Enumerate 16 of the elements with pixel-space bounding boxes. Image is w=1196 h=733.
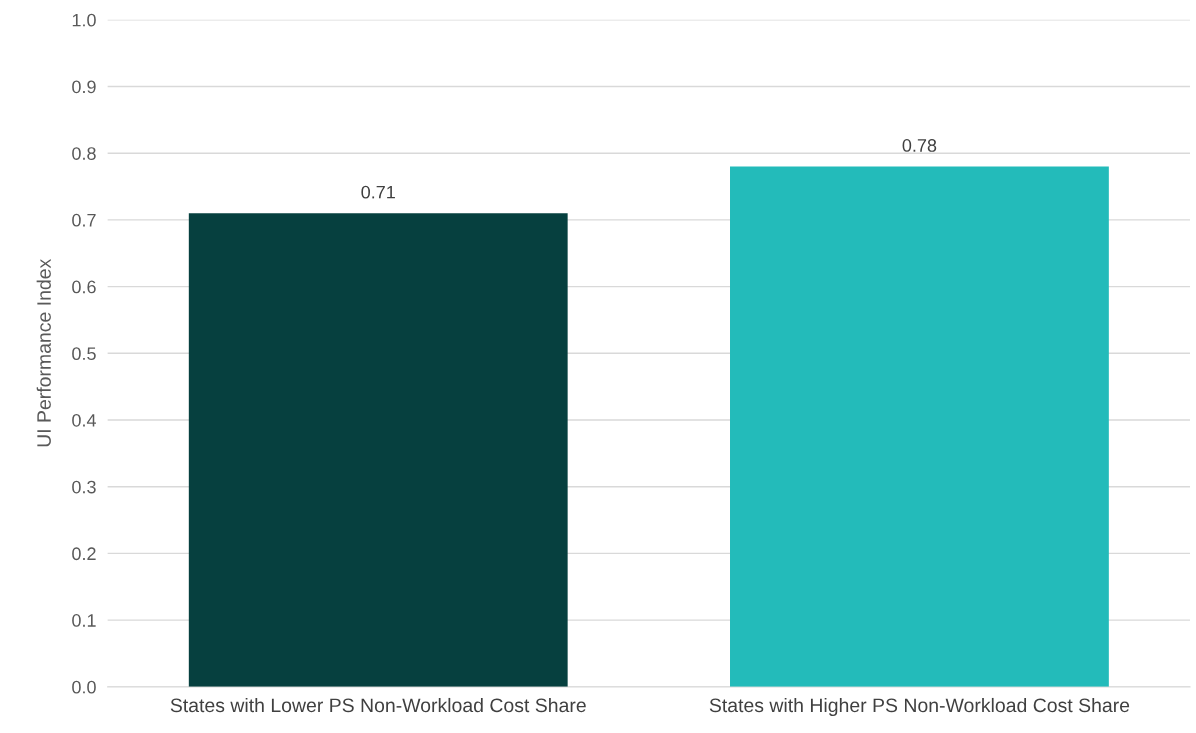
y-tick-label: 0.8 (72, 147, 96, 160)
y-tick-label: 0.4 (72, 413, 96, 427)
y-tick-label: 0.5 (72, 347, 96, 361)
y-tick-label: 0.3 (72, 480, 96, 494)
y-tick-label: 0.0 (72, 680, 96, 694)
y-tick-label: 1.0 (72, 13, 96, 27)
y-tick-label: 0.7 (72, 213, 96, 227)
data-label: 0.78 (902, 139, 937, 152)
y-tick-label: 0.2 (72, 547, 96, 561)
y-tick-label: 0.1 (72, 614, 96, 627)
y-tick-label: 0.6 (72, 280, 96, 294)
x-tick-label: States with Higher PS Non-Workload Cost Share (709, 697, 1130, 717)
x-tick-label: States with Lower PS Non-Workload Cost Share (170, 697, 586, 713)
y-tick-label: 0.9 (72, 80, 96, 94)
data-label: 0.71 (361, 185, 395, 199)
y-axis-title: UI Performance Index (36, 258, 51, 447)
